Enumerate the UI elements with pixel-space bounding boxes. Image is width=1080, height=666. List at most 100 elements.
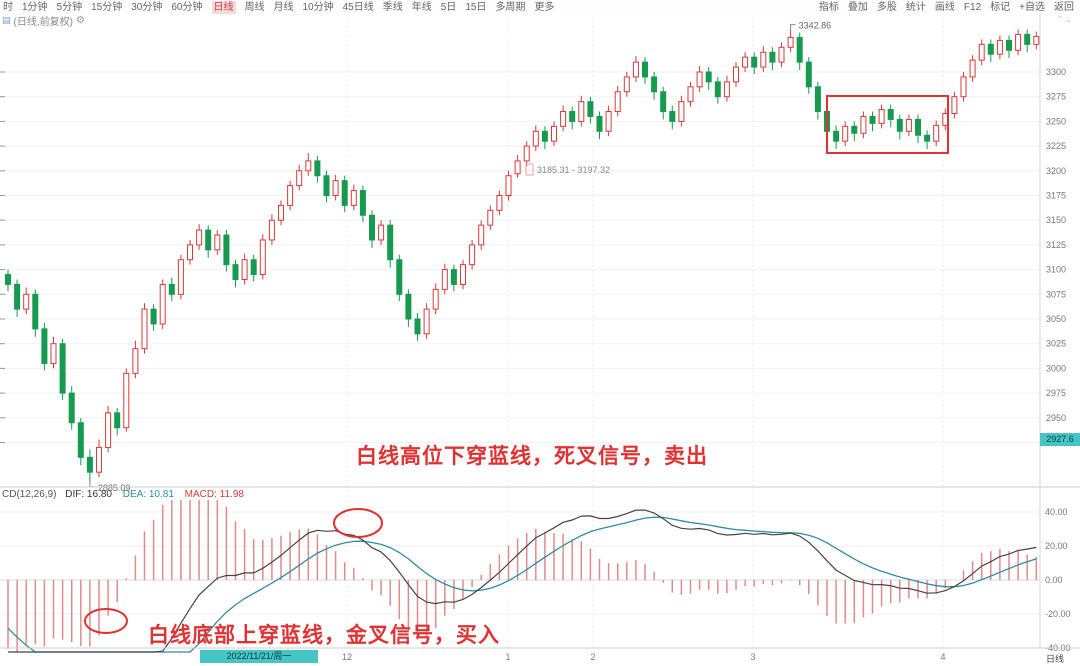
period-toolbar: 时 1分钟 5分钟 15分钟 30分钟 60分钟 日线 周线 月线 10分钟 45日线 季线 年线 5日 1… <box>0 0 555 14</box>
period-item-10[interactable]: 45日线 <box>342 1 374 13</box>
menu-icon[interactable]: ▤ <box>2 15 11 25</box>
tool-item-3[interactable]: 统计 <box>905 1 926 13</box>
period-item-6[interactable]: 日线 <box>211 0 236 14</box>
candle-body <box>551 125 557 142</box>
candle-body <box>196 229 203 246</box>
price-axis-label: 3075 <box>1046 289 1066 299</box>
tool-item-2[interactable]: 多股 <box>876 1 897 13</box>
macd-macd-value: MACD: 11.98 <box>184 489 244 500</box>
period-item-8[interactable]: 月线 <box>273 1 294 13</box>
macd-axis-label: 0.00 <box>1045 575 1063 585</box>
tool-item-5[interactable]: F12 <box>963 1 982 13</box>
candle-body <box>469 244 476 266</box>
candle-body <box>105 412 112 448</box>
candle-body <box>205 229 212 251</box>
price-axis-label: 2950 <box>1046 413 1066 423</box>
candle-body <box>951 96 958 114</box>
candle-body <box>278 204 284 221</box>
candle-body <box>996 39 1003 55</box>
candle-body <box>123 372 130 429</box>
candle-body <box>441 269 448 290</box>
gear-icon[interactable]: ⚙ <box>75 15 85 26</box>
price-axis-label: 3200 <box>1046 166 1066 176</box>
period-item-16[interactable]: 更多 <box>534 1 555 13</box>
tool-item-7[interactable]: +自选 <box>1019 1 1045 13</box>
period-item-12[interactable]: 年线 <box>411 1 432 13</box>
candle-body <box>1006 39 1012 51</box>
candle-body <box>969 59 976 78</box>
candle-body <box>560 111 567 127</box>
period-item-0[interactable]: 时 <box>3 1 13 13</box>
candle-body <box>187 244 193 261</box>
candle-body <box>578 101 585 122</box>
grid-layer: 3300 3275 3250 3225 3200 3175 3150 3125 3100 3075… <box>0 20 1066 662</box>
candle-body <box>41 328 48 364</box>
candle-body <box>642 61 648 78</box>
candle-body <box>223 234 230 266</box>
candle-body <box>50 343 57 364</box>
tool-item-6[interactable]: 标记 <box>990 1 1011 13</box>
tool-item-0[interactable]: 指标 <box>818 1 839 13</box>
candle-body <box>596 115 603 132</box>
period-item-15[interactable]: 多周期 <box>495 1 526 13</box>
candle-body <box>742 56 749 68</box>
candle-body <box>778 46 785 63</box>
candle-body <box>933 124 940 142</box>
golden-cross-circle <box>84 608 128 634</box>
candle-body <box>787 36 794 48</box>
candle-body <box>814 86 821 113</box>
period-item-3[interactable]: 15分钟 <box>91 1 123 13</box>
candle-body <box>396 259 403 295</box>
period-item-7[interactable]: 周线 <box>244 1 265 13</box>
period-item-14[interactable]: 15日 <box>465 1 487 13</box>
candle-body <box>687 86 694 103</box>
tool-item-4[interactable]: 画线 <box>934 1 955 13</box>
candle-body <box>32 293 39 330</box>
crosshair-date-tag: 2022/11/21/周一 <box>200 650 318 663</box>
bottom-right-period-label[interactable]: 日线 <box>1046 654 1065 664</box>
period-item-4[interactable]: 30分钟 <box>131 1 163 13</box>
candle-body <box>168 283 175 295</box>
period-item-11[interactable]: 季线 <box>382 1 403 13</box>
candle-body <box>332 180 339 196</box>
period-item-9[interactable]: 10分钟 <box>302 1 334 13</box>
candle-body <box>496 195 503 211</box>
candle-body <box>141 308 148 350</box>
chart-title: (日线,前复权) <box>13 17 73 28</box>
period-item-2[interactable]: 5分钟 <box>56 1 83 13</box>
candle-body <box>733 66 739 83</box>
period-item-5[interactable]: 60分钟 <box>171 1 203 13</box>
candle-body <box>678 101 685 122</box>
time-axis-label: 2 <box>590 652 595 662</box>
consolidation-box <box>826 95 949 154</box>
candle-body <box>259 239 266 276</box>
candle-body <box>614 91 621 113</box>
tool-item-8[interactable]: 返回 <box>1054 1 1074 13</box>
candle-body <box>915 118 921 136</box>
separators-layer <box>0 14 1080 649</box>
macd-axis-label: -20.00 <box>1045 609 1071 619</box>
candle-body <box>323 175 330 197</box>
period-item-13[interactable]: 5日 <box>440 1 457 13</box>
candle-body <box>414 318 421 335</box>
tool-item-1[interactable]: 叠加 <box>847 1 868 13</box>
candle-body <box>514 160 521 175</box>
candle-body <box>851 125 858 134</box>
dif-line <box>8 509 1037 653</box>
candle-body <box>924 134 931 142</box>
time-axis-label: 12 <box>342 652 352 662</box>
gap-marker-label: 3185.31 - 3197.32 <box>537 165 610 175</box>
candle-body <box>359 190 366 216</box>
macd-axis-label: 20.00 <box>1045 541 1068 551</box>
candle-body <box>905 118 912 132</box>
candle-body <box>532 130 539 147</box>
candle-body <box>341 180 348 206</box>
candle-body <box>350 190 357 206</box>
price-axis-label: 3275 <box>1046 92 1066 102</box>
death-cross-circle <box>333 508 383 538</box>
death-cross-annotation: 白线高位下穿蓝线，死叉信号，卖出 <box>356 445 708 468</box>
pane-toggle-icons[interactable]: ⌃⌄ <box>1056 15 1074 24</box>
period-item-1[interactable]: 1分钟 <box>22 1 48 13</box>
candle-body <box>805 61 812 88</box>
